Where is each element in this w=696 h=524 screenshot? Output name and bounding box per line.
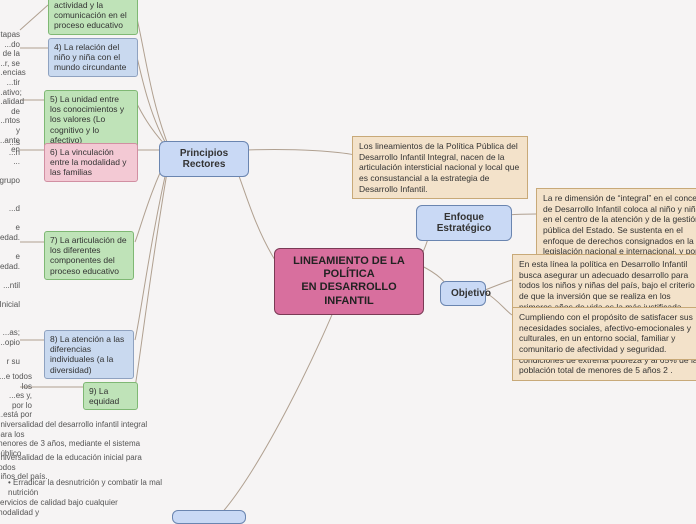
p3-text: actividad y la comunicación en el proces… (54, 0, 127, 30)
principio-4[interactable]: 4) La relación del niño y niña con el mu… (48, 38, 138, 77)
p8-text: 8) La atención a las diferencias individ… (50, 334, 124, 375)
principio-7[interactable]: 7) La articulación de los diferentes com… (44, 231, 134, 280)
desc-obj2-text: Cumpliendo con el propósito de satisface… (519, 312, 693, 354)
enfoque-node[interactable]: Enfoque Estratégico (416, 205, 512, 241)
frag-1: etapas ...do de la ...r, se ...encias (0, 30, 20, 78)
central-line1: LINEAMIENTO DE LA POLÍTICA (293, 255, 405, 280)
p6-text: 6) La vinculación entre la modalidad y l… (50, 147, 127, 177)
objetivo-label: Objetivo (451, 288, 491, 299)
principio-9[interactable]: 9) La equidad (83, 382, 138, 410)
frag-5: ...as; ...opio r su (0, 328, 20, 366)
desc-objetivo-2: Cumpliendo con el propósito de satisface… (512, 307, 696, 360)
principio-3[interactable]: actividad y la comunicación en el proces… (48, 0, 138, 35)
principios-node[interactable]: Principios Rectores (159, 141, 249, 177)
central-node[interactable]: LINEAMIENTO DE LA POLÍTICA EN DESARROLLO… (274, 248, 424, 315)
frag-9: • Erradicar la desnutrición y combatir l… (8, 478, 168, 497)
frag-3: ...s ...n ... grupo (0, 138, 20, 186)
desc-lineamientos: Los lineamientos de la Política Pública … (352, 136, 528, 199)
principio-8[interactable]: 8) La atención a las diferencias individ… (44, 330, 134, 379)
central-line2: EN DESARROLLO INFANTIL (301, 281, 396, 306)
p7-text: 7) La articulación de los diferentes com… (50, 235, 127, 276)
desc-lineamientos-text: Los lineamientos de la Política Pública … (359, 141, 519, 194)
p9-text: 9) La equidad (89, 386, 119, 406)
frag-4: ...d e edad. e edad. ...ntil Inicial (0, 204, 20, 310)
p4-text: 4) La relación del niño y niña con el mu… (54, 42, 126, 72)
principios-label: Principios Rectores (180, 148, 228, 170)
enfoque-label: Enfoque Estratégico (437, 212, 491, 234)
principio-5[interactable]: 5) La unidad entre los conocimientos y l… (44, 90, 138, 149)
frag-10: servicios de calidad bajo cualquier moda… (0, 498, 156, 517)
bottom-partial-node[interactable] (172, 510, 246, 524)
p5-text: 5) La unidad entre los conocimientos y l… (50, 94, 124, 145)
principio-6[interactable]: 6) La vinculación entre la modalidad y l… (44, 143, 138, 182)
frag-6: ...e todos los ...es y, por lo ...está p… (0, 372, 32, 420)
objetivo-node[interactable]: Objetivo (440, 281, 486, 306)
